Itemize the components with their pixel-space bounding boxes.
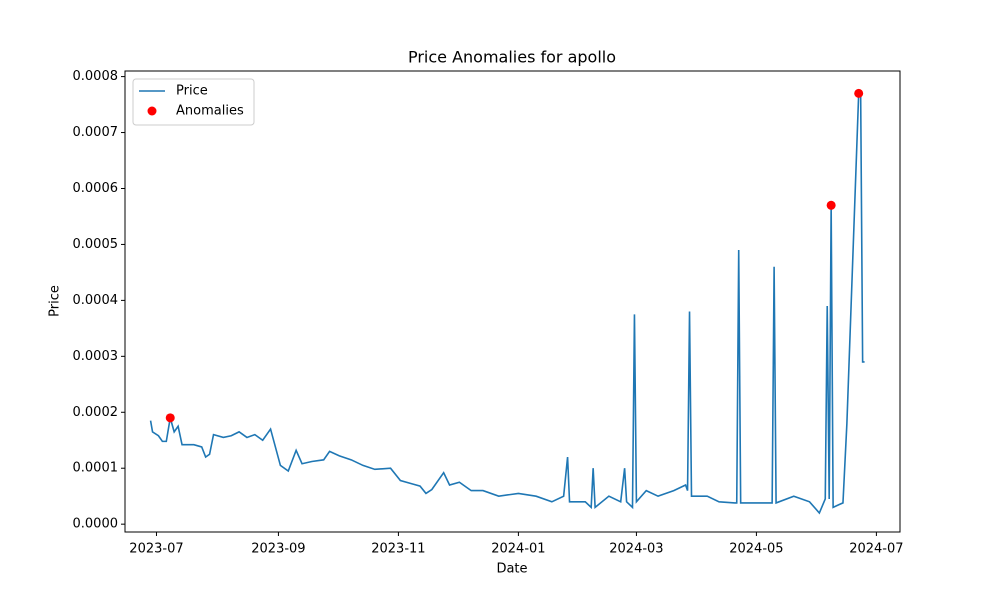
chart-title: Price Anomalies for apollo bbox=[408, 48, 616, 67]
y-tick-label: 0.0007 bbox=[73, 125, 119, 140]
y-tick-label: 0.0002 bbox=[73, 405, 119, 420]
anomaly-point bbox=[826, 200, 836, 210]
y-tick-label: 0.0000 bbox=[73, 517, 119, 532]
x-tick-label: 2024-07 bbox=[849, 542, 903, 557]
anomaly-point bbox=[165, 413, 175, 423]
y-tick-label: 0.0001 bbox=[73, 461, 119, 476]
x-tick-label: 2024-05 bbox=[729, 542, 783, 557]
x-tick-label: 2023-09 bbox=[251, 542, 305, 557]
x-tick-label: 2023-07 bbox=[129, 542, 183, 557]
y-tick-label: 0.0004 bbox=[73, 293, 119, 308]
y-tick-label: 0.0003 bbox=[73, 349, 119, 364]
anomaly-point bbox=[854, 88, 864, 98]
x-tick-label: 2024-01 bbox=[491, 542, 545, 557]
x-axis-label: Date bbox=[496, 562, 527, 577]
x-tick-label: 2024-03 bbox=[609, 542, 663, 557]
x-tick-label: 2023-11 bbox=[371, 542, 425, 557]
legend-label: Anomalies bbox=[176, 104, 244, 119]
plot-frame bbox=[124, 70, 901, 533]
y-tick-label: 0.0008 bbox=[73, 69, 119, 84]
y-tick-label: 0.0006 bbox=[73, 181, 119, 196]
y-axis-label: Price bbox=[48, 285, 63, 317]
price-line bbox=[149, 92, 865, 515]
legend-swatch bbox=[147, 106, 157, 116]
y-tick-label: 0.0005 bbox=[73, 237, 119, 252]
legend-label: Price bbox=[176, 84, 208, 99]
